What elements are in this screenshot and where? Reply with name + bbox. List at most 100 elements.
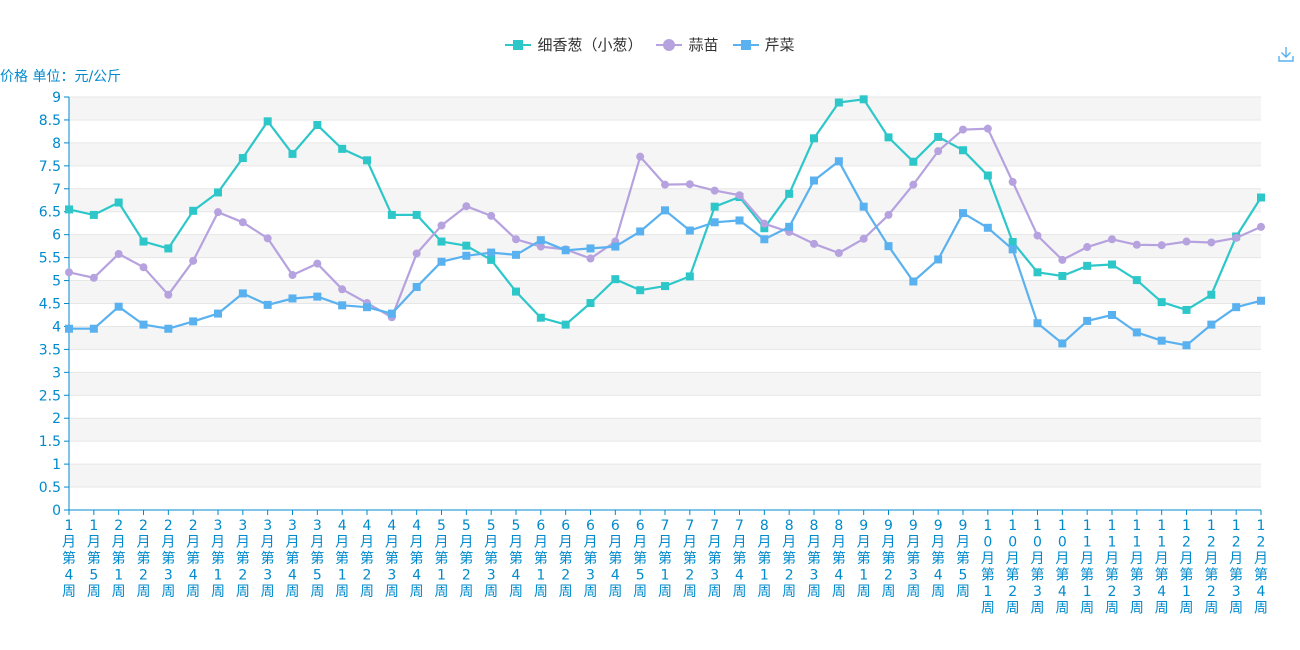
x-tick-label: 9 月第 3 周 xyxy=(906,518,920,600)
data-point xyxy=(65,324,73,333)
x-tick-label: 9 月第 5 周 xyxy=(956,518,970,600)
data-point xyxy=(834,98,843,107)
data-point xyxy=(859,202,868,211)
y-tick-label: 2 xyxy=(52,411,61,427)
data-point xyxy=(1257,193,1265,202)
y-tick-label: 7 xyxy=(52,182,61,198)
data-point xyxy=(810,239,818,248)
y-tick-label: 1 xyxy=(52,457,61,473)
data-point xyxy=(164,244,173,253)
data-point xyxy=(561,246,570,255)
data-point xyxy=(65,205,73,214)
data-point xyxy=(611,242,620,251)
data-point xyxy=(1132,276,1141,285)
data-point xyxy=(934,255,943,264)
data-point xyxy=(1232,233,1241,242)
legend-item-series-2[interactable]: 蒜苗 xyxy=(656,34,719,55)
x-tick-label: 5 月第 3 周 xyxy=(484,518,498,600)
x-tick-label: 5 月第 2 周 xyxy=(459,518,473,600)
data-point xyxy=(462,202,471,211)
data-point xyxy=(685,272,694,281)
legend-square-marker-icon xyxy=(732,38,759,52)
y-tick-label: 0 xyxy=(52,503,61,519)
grid-band xyxy=(69,234,1261,258)
data-point xyxy=(1058,271,1067,280)
data-point xyxy=(661,282,669,291)
x-tick-label: 8 月第 3 周 xyxy=(807,518,821,600)
data-point xyxy=(934,132,943,141)
x-tick-label: 5 月第 1 周 xyxy=(435,518,449,600)
data-point xyxy=(1232,303,1241,312)
y-tick-label: 2.5 xyxy=(39,388,61,404)
y-tick-label: 9 xyxy=(52,90,61,106)
data-point xyxy=(710,186,719,195)
legend-item-series-3[interactable]: 芹菜 xyxy=(732,34,795,55)
data-point xyxy=(288,271,297,280)
data-point xyxy=(189,206,198,215)
data-point xyxy=(238,154,247,163)
data-point xyxy=(263,234,272,243)
y-tick-label: 8.5 xyxy=(39,113,61,129)
data-point xyxy=(735,191,744,200)
x-tick-label: 3 月第 1 周 xyxy=(211,518,225,600)
data-point xyxy=(437,237,446,246)
data-point xyxy=(959,209,967,218)
data-point xyxy=(834,249,843,258)
x-tick-label: 2 月第 4 周 xyxy=(186,518,200,600)
data-point xyxy=(710,202,719,211)
data-point xyxy=(462,241,471,250)
data-point xyxy=(412,282,421,291)
data-point xyxy=(214,188,222,197)
x-tick-label: 1 2 月第 2 周 xyxy=(1204,518,1218,617)
data-point xyxy=(412,249,421,258)
data-point xyxy=(114,302,123,311)
data-point xyxy=(387,210,396,219)
x-tick-label: 7 月第 1 周 xyxy=(658,518,672,600)
data-point xyxy=(462,251,471,260)
data-point xyxy=(1257,222,1265,231)
data-point xyxy=(1008,177,1017,186)
data-point xyxy=(636,286,645,295)
data-point xyxy=(1157,241,1166,250)
data-point xyxy=(1182,237,1191,246)
data-point xyxy=(512,250,520,259)
y-tick-label: 6 xyxy=(52,228,61,244)
data-point xyxy=(1108,310,1116,319)
x-tick-label: 9 月第 4 周 xyxy=(931,518,945,600)
data-point xyxy=(561,320,570,329)
data-point xyxy=(760,224,769,233)
x-tick-label: 7 月第 4 周 xyxy=(733,518,747,600)
y-tick-label: 8 xyxy=(52,136,61,152)
data-point xyxy=(611,275,620,284)
data-point xyxy=(959,146,967,155)
grid-band xyxy=(69,326,1261,350)
x-tick-label: 1 1 月第 3 周 xyxy=(1130,518,1144,617)
y-tick-label: 0.5 xyxy=(39,480,61,496)
data-point xyxy=(313,120,322,129)
data-point xyxy=(536,236,545,245)
data-point xyxy=(785,189,794,198)
data-point xyxy=(1008,245,1017,254)
data-point xyxy=(363,156,371,165)
data-point xyxy=(89,273,98,282)
legend-item-series-1[interactable]: 细香葱（小葱） xyxy=(505,34,642,55)
data-point xyxy=(1207,320,1216,329)
data-point xyxy=(834,157,843,166)
x-tick-label: 1 0 月第 1 周 xyxy=(981,518,995,617)
x-tick-label: 2 月第 3 周 xyxy=(161,518,175,600)
data-point xyxy=(536,313,545,322)
data-point xyxy=(363,303,371,312)
data-point xyxy=(810,176,818,185)
data-point xyxy=(1108,260,1116,269)
x-tick-label: 9 月第 2 周 xyxy=(882,518,896,600)
x-tick-label: 4 月第 4 周 xyxy=(410,518,424,600)
data-point xyxy=(661,206,669,215)
data-point xyxy=(139,320,148,329)
data-point xyxy=(859,95,868,104)
data-point xyxy=(884,242,893,251)
data-point xyxy=(1083,261,1092,270)
data-point xyxy=(338,301,347,310)
data-point xyxy=(685,226,694,235)
download-icon[interactable] xyxy=(1276,44,1296,64)
data-point xyxy=(412,210,421,219)
